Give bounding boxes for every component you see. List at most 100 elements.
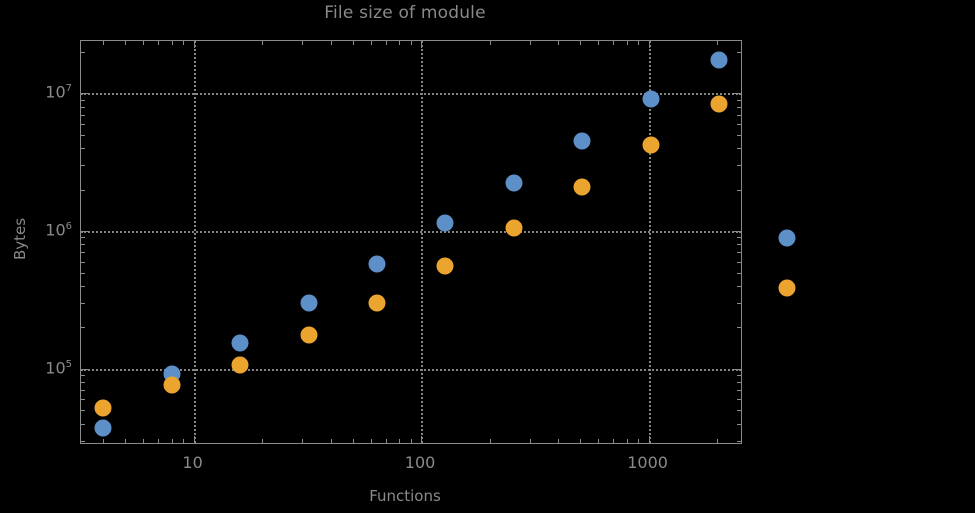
minor-tick [81,148,85,150]
data-point [368,255,386,273]
minor-tick [737,114,741,116]
minor-tick [638,439,640,443]
data-point [573,178,591,196]
data-point [231,356,249,374]
minor-tick [626,41,628,45]
minor-tick [529,41,531,45]
minor-tick [81,440,85,442]
x-tick-label: 1000 [627,453,668,472]
minor-tick [81,272,85,274]
minor-tick [410,439,412,443]
data-point [505,219,523,237]
minor-tick [558,439,560,443]
major-tick [421,41,423,48]
minor-tick [158,41,160,45]
minor-tick [81,303,85,305]
minor-tick [183,439,185,443]
minor-tick [737,106,741,108]
minor-tick [580,41,582,45]
minor-tick [81,51,85,53]
data-point [642,90,660,108]
minor-tick [81,123,85,125]
minor-tick [81,165,85,167]
minor-tick [125,439,127,443]
data-point [231,334,249,352]
minor-tick [737,148,741,150]
y-tick-label: 106 [45,220,72,240]
minor-tick [529,439,531,443]
minor-tick [737,252,741,254]
minor-tick [81,99,85,101]
major-tick [734,93,741,95]
gridline-horizontal [81,93,741,96]
minor-tick [302,41,304,45]
minor-tick [737,99,741,101]
minor-tick [352,41,354,45]
minor-tick [717,439,719,443]
minor-tick [81,237,85,239]
minor-tick [558,41,560,45]
minor-tick [81,106,85,108]
minor-tick [737,261,741,263]
major-tick [81,231,88,233]
minor-tick [81,261,85,263]
minor-tick [737,272,741,274]
minor-tick [183,41,185,45]
chart-title: File size of module [324,3,486,23]
minor-tick [737,51,741,53]
minor-tick [81,410,85,412]
minor-tick [737,285,741,287]
minor-tick [613,439,615,443]
minor-tick [489,41,491,45]
data-point [94,419,112,437]
gridline-vertical [193,41,196,443]
major-tick [81,93,88,95]
major-tick [193,436,195,443]
plot-area [80,40,742,444]
minor-tick [81,327,85,329]
data-point [436,214,454,232]
minor-tick [81,252,85,254]
minor-tick [352,439,354,443]
minor-tick [158,439,160,443]
gridline-horizontal [81,231,741,234]
data-point [436,257,454,275]
data-point [710,95,728,113]
minor-tick [737,244,741,246]
minor-tick [81,189,85,191]
major-tick [648,436,650,443]
data-point [505,174,523,192]
minor-tick [737,237,741,239]
y-tick-label: 105 [45,358,72,378]
minor-tick [737,390,741,392]
minor-tick [737,165,741,167]
data-point [368,294,386,312]
minor-tick [262,439,264,443]
minor-tick [143,41,145,45]
data-point [300,326,317,344]
minor-tick [737,410,741,412]
minor-tick [330,41,332,45]
minor-tick [737,134,741,136]
major-tick [734,231,741,233]
gridline-horizontal [81,368,741,371]
minor-tick [143,439,145,443]
minor-tick [737,399,741,401]
minor-tick [737,303,741,305]
y-tick-label: 107 [45,82,72,102]
minor-tick [370,41,372,45]
data-point [300,294,317,312]
major-tick [648,41,650,48]
major-tick [193,41,195,48]
minor-tick [262,41,264,45]
minor-tick [171,439,173,443]
minor-tick [125,41,127,45]
plot-inner [81,41,741,443]
minor-tick [385,439,387,443]
minor-tick [626,439,628,443]
data-point [163,376,181,394]
minor-tick [81,244,85,246]
minor-tick [81,114,85,116]
gridline-vertical [421,41,424,443]
